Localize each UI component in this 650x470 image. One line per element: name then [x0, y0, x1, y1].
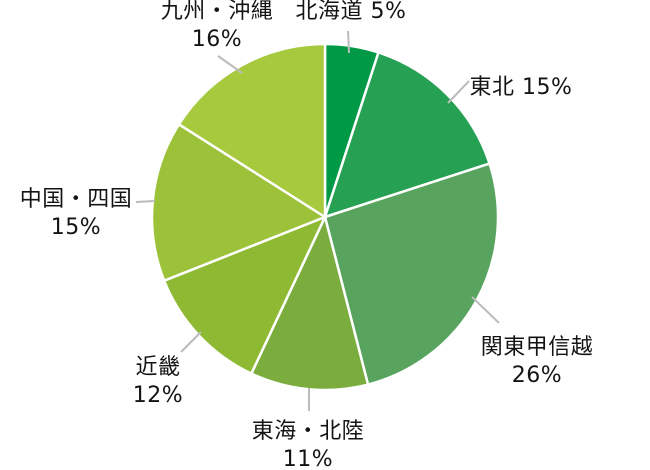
slice-label-tokai-hokuriku: 東海・北陸 11% — [252, 418, 365, 470]
slice-label-text: 中国・四国 — [19, 187, 133, 212]
slice-label-percent: 12% — [132, 383, 184, 408]
pie-slice-kyushu-okinawa — [177, 42, 327, 219]
slice-label-hokkaido: 北海道 5% — [296, 0, 407, 26]
leader-line-hokkaido — [347, 30, 350, 54]
slice-label-text: 近畿 — [135, 355, 181, 380]
leader-lines — [135, 30, 500, 411]
slice-label-kyushu-okinawa: 九州・沖縄 16% — [161, 0, 274, 54]
slice-label-chugoku-shikoku: 中国・四国 15% — [20, 186, 133, 242]
pie-slices — [150, 42, 500, 392]
leader-line-kyushu-okinawa — [217, 55, 243, 74]
leader-line-chugoku-shikoku — [135, 200, 156, 203]
slice-label-text: 東北 15% — [469, 75, 573, 100]
leader-line-kanto — [471, 296, 500, 324]
slice-label-text: 関東甲信越 — [480, 335, 594, 360]
slice-label-kinki: 近畿 12% — [133, 354, 183, 410]
slice-label-text: 北海道 5% — [295, 0, 407, 24]
slice-label-percent: 16% — [191, 27, 243, 52]
slice-label-percent: 26% — [511, 363, 563, 388]
slice-label-percent: 11% — [282, 447, 334, 470]
slice-label-text: 東海・北陸 — [251, 419, 365, 444]
slice-label-text: 九州・沖縄 — [160, 0, 274, 24]
leader-line-kinki — [180, 331, 202, 353]
slice-label-tohoku: 東北 15% — [470, 74, 573, 102]
leader-line-tohoku — [447, 80, 470, 104]
slice-label-kanto: 関東甲信越 26% — [481, 334, 594, 390]
slice-label-percent: 15% — [50, 215, 102, 240]
